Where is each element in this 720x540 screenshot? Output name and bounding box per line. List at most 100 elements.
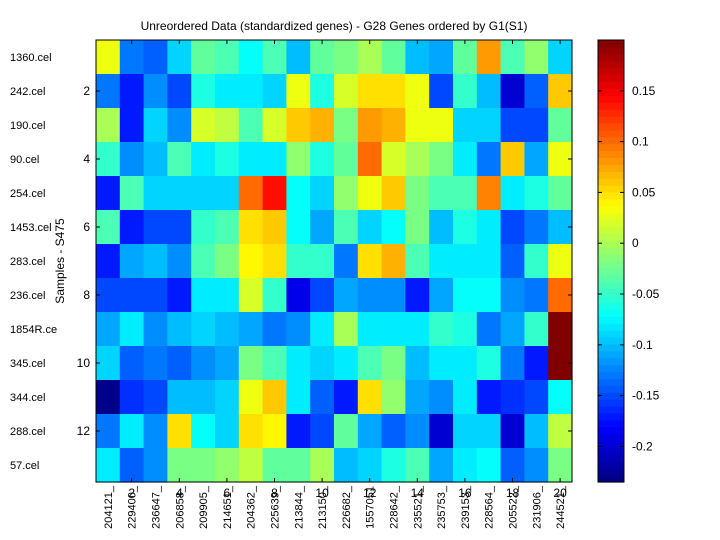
heatmap-cell <box>524 40 549 75</box>
row-label: 288.cel <box>10 426 45 438</box>
heatmap-cell <box>453 108 478 143</box>
colorbar-step <box>598 129 624 138</box>
heatmap-cell <box>310 142 335 177</box>
colorbar-step <box>598 309 624 317</box>
row-label: 1453.cel <box>10 222 52 234</box>
heatmap-cell <box>167 380 192 415</box>
x-tick-label: 12 <box>363 486 377 500</box>
colorbar-step <box>598 323 624 331</box>
heatmap-cell <box>167 448 192 483</box>
colorbar-step <box>598 343 624 352</box>
heatmap-cell <box>143 414 168 449</box>
heatmap-cell <box>453 74 478 109</box>
x-tick-label: 8 <box>271 486 278 500</box>
row-label: 190.cel <box>10 120 45 132</box>
heatmap-cell <box>167 312 192 347</box>
heatmap-cell <box>215 74 240 109</box>
colorbar-step <box>598 468 624 476</box>
heatmap-cell <box>215 244 240 279</box>
heatmap-cell <box>238 312 264 347</box>
column-label: 235521_ <box>412 485 424 529</box>
heatmap-cell <box>143 312 168 347</box>
heatmap-cell <box>215 448 240 483</box>
colorbar-frame <box>597 39 625 483</box>
heatmap-cell <box>262 414 287 449</box>
heatmap-cell <box>96 448 121 483</box>
heatmap-cell <box>524 176 549 211</box>
column-label: 225639_ <box>270 485 282 529</box>
heatmap-cell <box>429 346 454 381</box>
heatmap-cell <box>310 40 335 75</box>
heatmap-cell <box>215 414 240 449</box>
heatmap-cell <box>548 244 573 279</box>
heatmap-cell <box>286 414 311 449</box>
heatmap-cell <box>405 244 430 279</box>
heatmap-cell <box>429 40 454 75</box>
heatmap-cell <box>215 278 240 313</box>
x-tick-label: 4 <box>176 486 183 500</box>
heatmap-cell <box>310 448 335 483</box>
heatmap-cell <box>167 278 192 313</box>
column-label: 213844_ <box>293 485 305 529</box>
heatmap-cell <box>548 108 573 143</box>
heatmap-cell <box>96 346 121 381</box>
heatmap-cell <box>143 40 168 75</box>
heatmap-cell <box>191 346 216 381</box>
column-label: 209905_ <box>198 485 210 529</box>
y-axis-label: Samples - S475 <box>53 218 67 304</box>
colorbar-step <box>598 136 624 145</box>
heatmap-cell <box>357 312 383 347</box>
colorbar-step <box>598 364 624 373</box>
colorbar-step <box>598 171 624 179</box>
colorbar-step <box>598 371 624 380</box>
column-label: 228642_ <box>389 485 401 529</box>
heatmap-cell <box>453 176 478 211</box>
colorbar-step <box>598 88 624 96</box>
heatmap-cell <box>357 346 383 381</box>
heatmap-cell <box>381 142 406 177</box>
heatmap-cell <box>381 448 406 483</box>
y-tick-label: 10 <box>77 356 91 370</box>
heatmap-cell <box>500 346 525 381</box>
heatmap-cell <box>524 74 549 109</box>
heatmap-cell <box>286 176 311 211</box>
heatmap-cell <box>286 40 311 75</box>
heatmap-cell <box>334 40 359 75</box>
heatmap-cell <box>191 142 216 177</box>
colorbar-step <box>598 191 624 200</box>
colorbar: -0.2 -0.15 -0.1 -0.05 0 0.05 0.1 0.15 <box>597 39 660 483</box>
heatmap-cell <box>429 74 454 109</box>
heatmap-cell <box>524 380 549 415</box>
heatmap-cell <box>429 448 454 483</box>
heatmap-cell <box>191 414 216 449</box>
x-tick-label: 2 <box>128 486 135 500</box>
colorbar-step <box>598 302 624 310</box>
heatmap-cell <box>453 244 478 279</box>
colorbar-step <box>598 115 624 124</box>
heatmap-cell <box>310 176 335 211</box>
heatmap-cell <box>429 312 454 347</box>
x-tick-label: 14 <box>411 486 425 500</box>
colorbar-step <box>598 295 624 304</box>
heatmap-cell <box>453 210 478 245</box>
heatmap-cell <box>262 380 287 415</box>
heatmap-cell <box>381 380 406 415</box>
heatmap-cell <box>334 108 359 143</box>
colorbar-step <box>598 46 624 55</box>
x-tick-label: 6 <box>224 486 231 500</box>
heatmap-cell <box>500 210 525 245</box>
heatmap-cell <box>215 108 240 143</box>
heatmap-cell <box>334 380 359 415</box>
heatmap-cell <box>96 74 121 109</box>
heatmap-cell <box>262 448 287 483</box>
heatmap-cell <box>119 244 145 279</box>
heatmap-cell <box>238 176 264 211</box>
row-label: 236.cel <box>10 290 45 302</box>
colorbar-tick-label: 0.05 <box>632 185 656 199</box>
heatmap-cell <box>310 210 335 245</box>
colorbar-step <box>598 412 624 421</box>
column-label: 213150_ <box>317 485 329 529</box>
heatmap-cell <box>167 40 192 75</box>
heatmap-cell <box>548 312 573 347</box>
